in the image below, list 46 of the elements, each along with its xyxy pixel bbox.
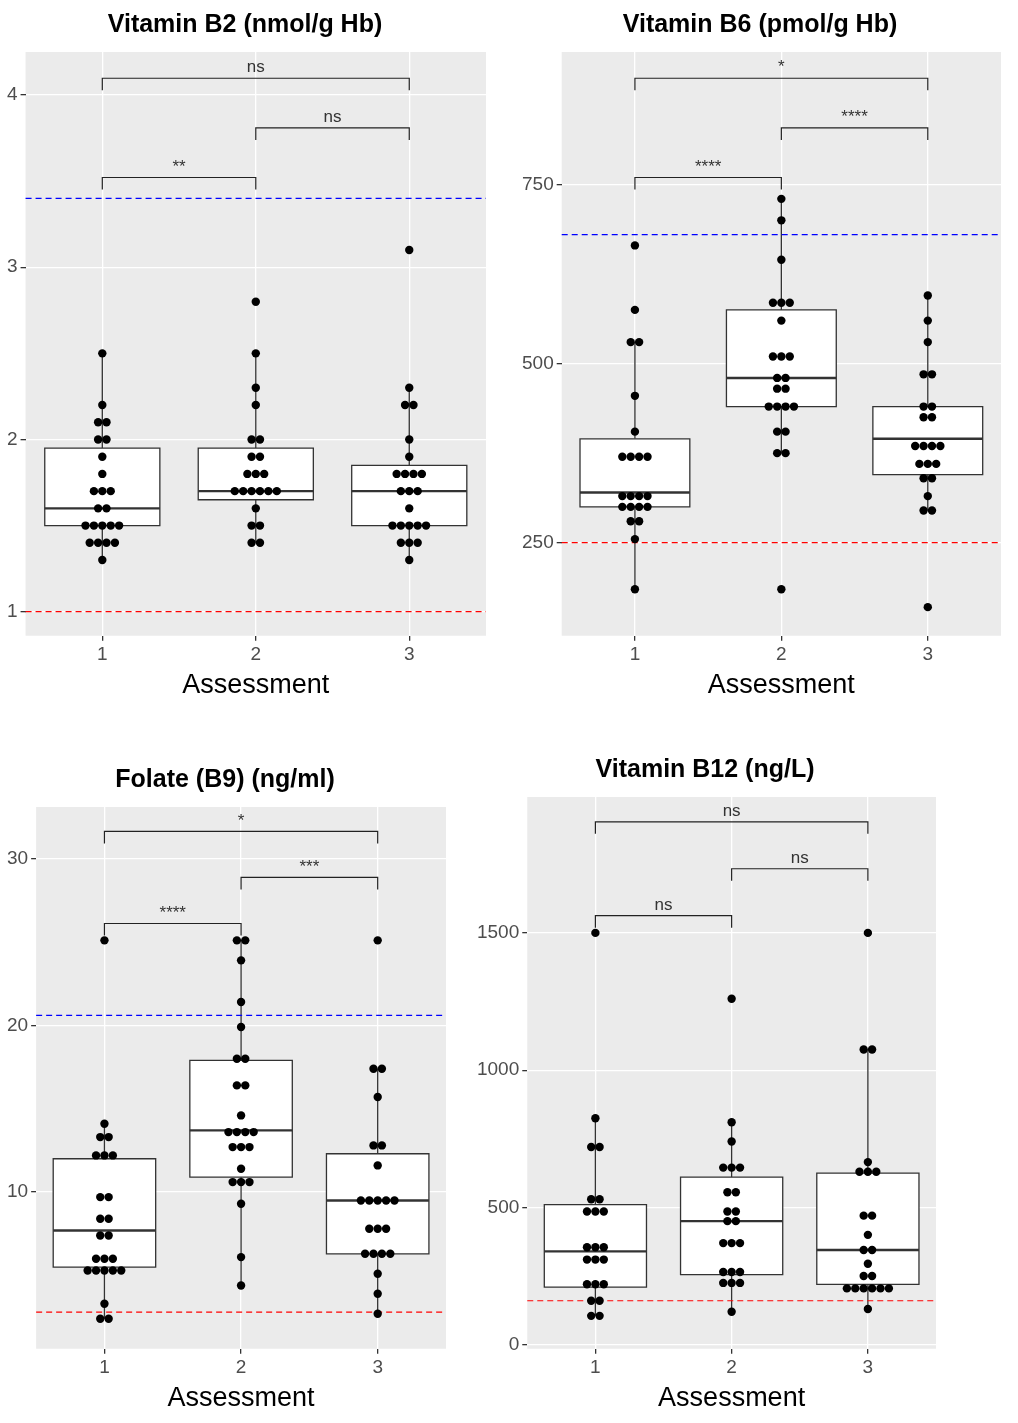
- chart-title: Folate (B9) (ng/ml): [115, 763, 335, 792]
- y-tick-label: 1500: [476, 921, 520, 943]
- x-tick-label: 2: [726, 1356, 737, 1378]
- y-tick-label: 2: [6, 427, 18, 449]
- x-axis-title: Assessment: [182, 669, 330, 700]
- y-tick-label: 500: [522, 351, 554, 373]
- x-tick-label: 3: [372, 1356, 383, 1378]
- y-tick-label: 0: [508, 1332, 520, 1354]
- x-tick-label: 2: [250, 643, 262, 665]
- x-tick-label: 2: [235, 1356, 247, 1378]
- annotation: *: [778, 57, 786, 77]
- x-tick-label: 1: [99, 1356, 110, 1378]
- x-tick-label: 1: [97, 643, 108, 665]
- annotation: ****: [841, 107, 869, 127]
- x-tick-label: 3: [862, 1356, 874, 1378]
- x-axis-title: Assessment: [707, 669, 856, 700]
- annotation: ****: [694, 156, 722, 176]
- y-tick-label: 20: [6, 1013, 29, 1035]
- y-tick-label: 30: [6, 846, 29, 868]
- annotation: ***: [299, 856, 320, 876]
- y-tick-label: 10: [6, 1180, 29, 1202]
- y-tick-label: 3: [6, 255, 18, 277]
- y-tick-label: 750: [522, 172, 554, 194]
- y-tick-label: 250: [522, 530, 554, 552]
- y-tick-label: 1000: [476, 1058, 520, 1080]
- annotation: ****: [159, 902, 187, 922]
- x-tick-label: 1: [629, 643, 641, 665]
- x-tick-label: 3: [922, 643, 934, 665]
- x-tick-label: 3: [403, 643, 415, 665]
- annotation: ns: [654, 894, 673, 914]
- x-tick-label: 1: [590, 1356, 601, 1378]
- y-tick-label: 1: [6, 599, 18, 621]
- annotation: ns: [790, 847, 809, 867]
- x-axis-title: Assessment: [658, 1382, 806, 1413]
- annotation: ns: [246, 57, 265, 77]
- chart-title: Vitamin B6 (pmol/g Hb): [622, 8, 898, 37]
- chart-title: Vitamin B12 (ng/L): [595, 753, 815, 782]
- x-axis-title: Assessment: [167, 1382, 316, 1413]
- chart-title: Vitamin B2 (nmol/g Hb): [107, 8, 383, 37]
- y-tick-label: 4: [6, 83, 18, 105]
- annotation: ns: [722, 801, 741, 821]
- annotation: ns: [323, 107, 342, 127]
- annotation: **: [172, 156, 187, 176]
- annotation: *: [237, 810, 245, 830]
- y-tick-label: 500: [487, 1195, 520, 1217]
- x-tick-label: 2: [776, 643, 787, 665]
